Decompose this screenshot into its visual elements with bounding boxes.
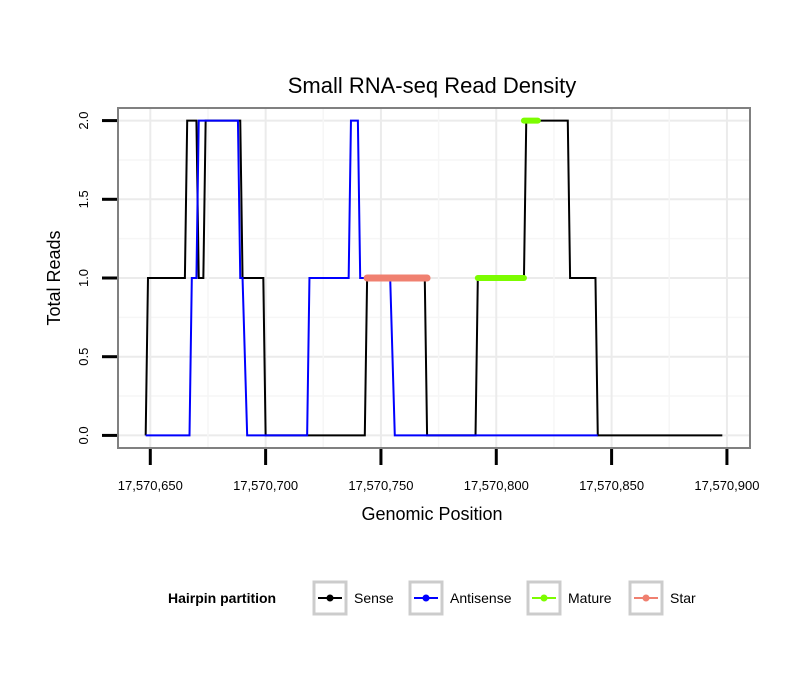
legend-title: Hairpin partition xyxy=(168,590,276,606)
legend-label-mature: Mature xyxy=(568,590,612,606)
y-tick-label: 2.0 xyxy=(76,112,91,130)
legend-key-star-dot xyxy=(642,594,650,602)
chart-title: Small RNA-seq Read Density xyxy=(288,73,577,98)
x-tick-label: 17,570,800 xyxy=(464,478,529,493)
x-axis: 17,570,650 17,570,700 17,570,750 17,570,800… xyxy=(118,449,759,493)
x-tick-label: 17,570,850 xyxy=(579,478,644,493)
plot-panel xyxy=(117,107,751,449)
data-layer xyxy=(144,117,723,437)
plot-border xyxy=(117,107,751,449)
x-tick-label: 17,570,650 xyxy=(118,478,183,493)
x-tick-label: 17,570,900 xyxy=(694,478,759,493)
legend: Hairpin partition Sense Antisense Mature St… xyxy=(168,580,696,616)
legend-label-sense: Sense xyxy=(354,590,394,606)
legend-key-sense-dot xyxy=(326,594,334,602)
x-axis-title: Genomic Position xyxy=(361,504,502,524)
y-tick-label: 1.0 xyxy=(76,269,91,287)
y-tick-label: 0.5 xyxy=(76,348,91,366)
y-axis: 0.0 0.5 1.0 1.5 2.0 xyxy=(76,112,117,444)
x-tick-label: 17,570,750 xyxy=(348,478,413,493)
legend-key-antisense-dot xyxy=(422,594,430,602)
y-tick-label: 0.0 xyxy=(76,426,91,444)
series-sense-line xyxy=(144,119,723,437)
y-axis-title: Total Reads xyxy=(44,230,64,325)
y-tick-label: 1.5 xyxy=(76,190,91,208)
legend-label-star: Star xyxy=(670,590,696,606)
legend-key-mature-dot xyxy=(540,594,548,602)
legend-label-antisense: Antisense xyxy=(450,590,512,606)
x-tick-label: 17,570,700 xyxy=(233,478,298,493)
